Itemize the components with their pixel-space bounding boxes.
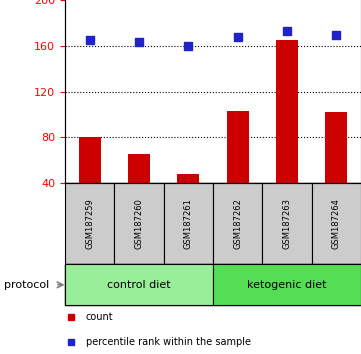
Text: GSM187263: GSM187263 [283, 198, 291, 249]
Bar [312, 183, 361, 264]
Point [235, 34, 240, 39]
Point [284, 28, 290, 34]
Point [186, 43, 191, 48]
Bar [276, 40, 298, 183]
Text: GSM187261: GSM187261 [184, 198, 193, 249]
Text: percentile rank within the sample: percentile rank within the sample [86, 337, 251, 347]
Text: GSM187262: GSM187262 [233, 198, 242, 249]
Text: GSM187260: GSM187260 [135, 198, 143, 249]
Bar [325, 112, 347, 183]
Bar [164, 183, 213, 264]
Bar [213, 183, 262, 264]
Text: GSM187264: GSM187264 [332, 198, 341, 249]
Point [87, 38, 92, 43]
Bar [128, 154, 150, 183]
Text: ketogenic diet: ketogenic diet [247, 280, 327, 290]
Bar [65, 183, 114, 264]
Bar [213, 264, 361, 305]
Bar [177, 174, 199, 183]
Point [136, 39, 142, 45]
Text: protocol: protocol [4, 280, 49, 290]
Point [334, 32, 339, 38]
Text: count: count [86, 312, 113, 322]
Bar [114, 183, 164, 264]
Bar [65, 264, 213, 305]
Text: GSM187259: GSM187259 [85, 199, 94, 249]
Bar [262, 183, 312, 264]
Bar [79, 137, 101, 183]
Text: control diet: control diet [107, 280, 171, 290]
Bar [227, 111, 249, 183]
